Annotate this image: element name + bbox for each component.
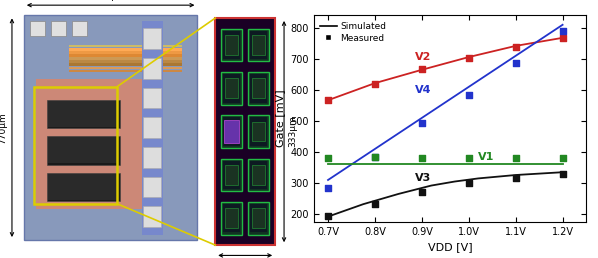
Bar (48, 101, 118, 127)
Bar (252, 35, 265, 55)
Bar (72, 21, 87, 36)
Point (464, 156, 474, 160)
Bar (69, 54, 182, 57)
Point (370, 202, 380, 206)
Bar (251, 74, 267, 103)
Text: 333μm: 333μm (288, 116, 298, 148)
Bar (47, 136, 120, 165)
Bar (225, 208, 238, 228)
Bar (69, 63, 182, 66)
Point (324, 214, 333, 218)
Text: V2: V2 (415, 52, 431, 62)
Bar (69, 57, 182, 60)
Point (511, 44, 520, 49)
Bar (251, 204, 267, 232)
Bar (223, 31, 240, 59)
Bar (144, 88, 161, 108)
Bar (248, 158, 270, 191)
Bar (47, 100, 120, 128)
Bar (144, 147, 161, 168)
Bar (30, 21, 45, 36)
Point (370, 82, 380, 86)
Bar (252, 122, 265, 141)
Point (370, 155, 380, 159)
Point (464, 56, 474, 60)
Y-axis label: Gate [mV]: Gate [mV] (275, 90, 285, 148)
Bar (24, 15, 197, 240)
Bar (223, 160, 240, 189)
Bar (221, 158, 242, 191)
Point (324, 98, 333, 102)
Bar (144, 28, 161, 49)
Bar (69, 67, 182, 69)
Bar (248, 72, 270, 105)
Point (558, 29, 568, 33)
Bar (225, 78, 238, 98)
Bar (225, 35, 238, 55)
Bar (221, 29, 242, 61)
Point (464, 93, 474, 97)
Point (324, 186, 333, 190)
Bar (225, 165, 238, 185)
Bar (225, 122, 238, 141)
Bar (221, 115, 242, 148)
Text: V4: V4 (415, 85, 431, 95)
Bar (223, 204, 240, 232)
Bar (252, 165, 265, 185)
Point (511, 61, 520, 65)
Bar (48, 174, 118, 200)
Bar (221, 202, 242, 235)
Bar (252, 78, 265, 98)
Text: V3: V3 (415, 173, 431, 183)
Point (417, 190, 426, 195)
Bar (144, 58, 161, 79)
Bar (248, 202, 270, 235)
Point (417, 122, 426, 126)
Bar (223, 117, 240, 146)
Bar (248, 29, 270, 61)
Bar (221, 72, 242, 105)
Bar (215, 18, 275, 245)
Bar (47, 173, 120, 201)
Bar (144, 206, 161, 227)
Point (324, 156, 333, 160)
Bar (142, 21, 163, 235)
Bar (69, 51, 182, 54)
Point (558, 36, 568, 40)
Bar (223, 74, 240, 103)
Text: 770μm: 770μm (0, 112, 7, 144)
Legend: Simulated, Measured: Simulated, Measured (319, 20, 388, 44)
Bar (36, 79, 144, 209)
Bar (251, 31, 267, 59)
Bar (34, 87, 117, 204)
X-axis label: VDD [V]: VDD [V] (428, 242, 472, 252)
Bar (251, 160, 267, 189)
Text: V1: V1 (478, 152, 495, 163)
Point (511, 156, 520, 160)
Point (558, 172, 568, 176)
Bar (224, 120, 239, 143)
Point (417, 67, 426, 71)
Bar (69, 60, 182, 63)
Point (417, 156, 426, 160)
Bar (252, 208, 265, 228)
Bar (144, 177, 161, 197)
Point (511, 176, 520, 180)
Bar (69, 48, 182, 51)
Bar (51, 21, 66, 36)
Bar (48, 137, 118, 163)
Bar (69, 45, 182, 47)
Bar (248, 115, 270, 148)
Point (370, 155, 380, 159)
Text: 850μm: 850μm (94, 0, 127, 1)
Point (558, 156, 568, 160)
Bar (69, 70, 182, 72)
Bar (251, 117, 267, 146)
Bar (144, 117, 161, 138)
Point (464, 181, 474, 185)
